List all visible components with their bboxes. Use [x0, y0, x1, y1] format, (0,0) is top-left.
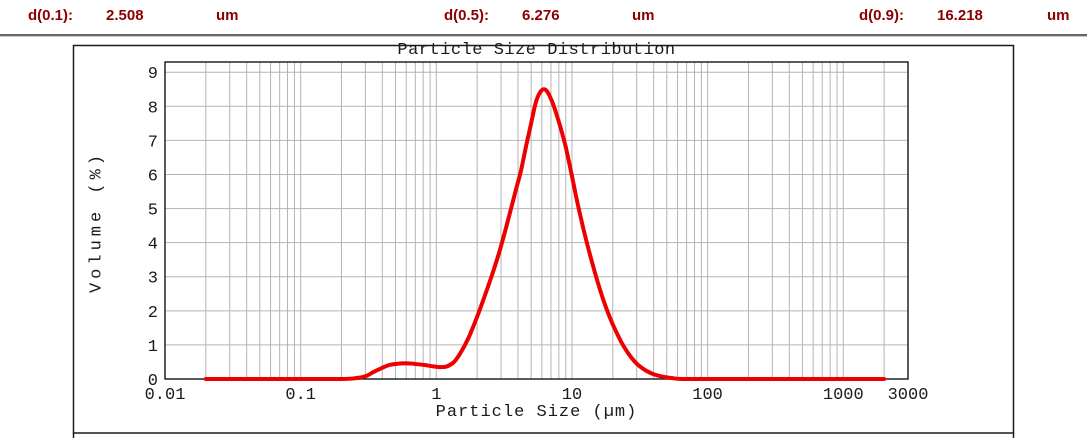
svg-text:0.01: 0.01 — [145, 386, 186, 405]
y-axis-label: Volume (%) — [87, 150, 107, 294]
x-axis-label: Particle Size (µm) — [435, 403, 638, 422]
d10-value: 2.508 — [106, 7, 144, 24]
svg-text:5: 5 — [148, 202, 158, 221]
d90-value: 16.218 — [937, 7, 983, 24]
y-tick-labels: 0 1 2 3 4 5 6 7 8 9 — [148, 65, 158, 391]
chart-title: Particle Size Distribution — [397, 41, 676, 60]
d50-readout: d(0.5): 6.276 um — [444, 7, 694, 27]
svg-text:0.1: 0.1 — [285, 386, 316, 405]
d10-readout: d(0.1): 2.508 um — [28, 7, 278, 27]
svg-text:4: 4 — [148, 236, 158, 255]
d50-unit: um — [632, 7, 655, 24]
svg-text:3: 3 — [148, 270, 158, 289]
x-gridlines — [205, 62, 885, 379]
svg-text:0: 0 — [148, 372, 158, 391]
y-gridlines — [165, 71, 908, 346]
svg-text:2: 2 — [148, 304, 158, 323]
svg-text:100: 100 — [692, 386, 723, 405]
d50-label: d(0.5): — [444, 7, 489, 24]
header-separator — [0, 34, 1087, 37]
x-tick-labels: 0.01 0.1 1 10 100 1000 3000 — [145, 386, 929, 405]
svg-text:3000: 3000 — [888, 386, 929, 405]
svg-text:7: 7 — [148, 133, 158, 152]
svg-text:1: 1 — [431, 386, 441, 405]
svg-text:1000: 1000 — [823, 386, 864, 405]
outer-frame — [72, 44, 1015, 438]
svg-text:10: 10 — [562, 386, 582, 405]
svg-text:6: 6 — [148, 168, 158, 187]
plot-border — [164, 61, 909, 380]
d10-label: d(0.1): — [28, 7, 73, 24]
svg-text:9: 9 — [148, 65, 158, 84]
svg-text:1: 1 — [148, 338, 158, 357]
d90-readout: d(0.9): 16.218 um — [859, 7, 1087, 27]
d90-unit: um — [1047, 7, 1070, 24]
d90-label: d(0.9): — [859, 7, 904, 24]
d10-unit: um — [216, 7, 239, 24]
svg-text:8: 8 — [148, 99, 158, 118]
d50-value: 6.276 — [522, 7, 560, 24]
distribution-curve — [203, 87, 887, 382]
